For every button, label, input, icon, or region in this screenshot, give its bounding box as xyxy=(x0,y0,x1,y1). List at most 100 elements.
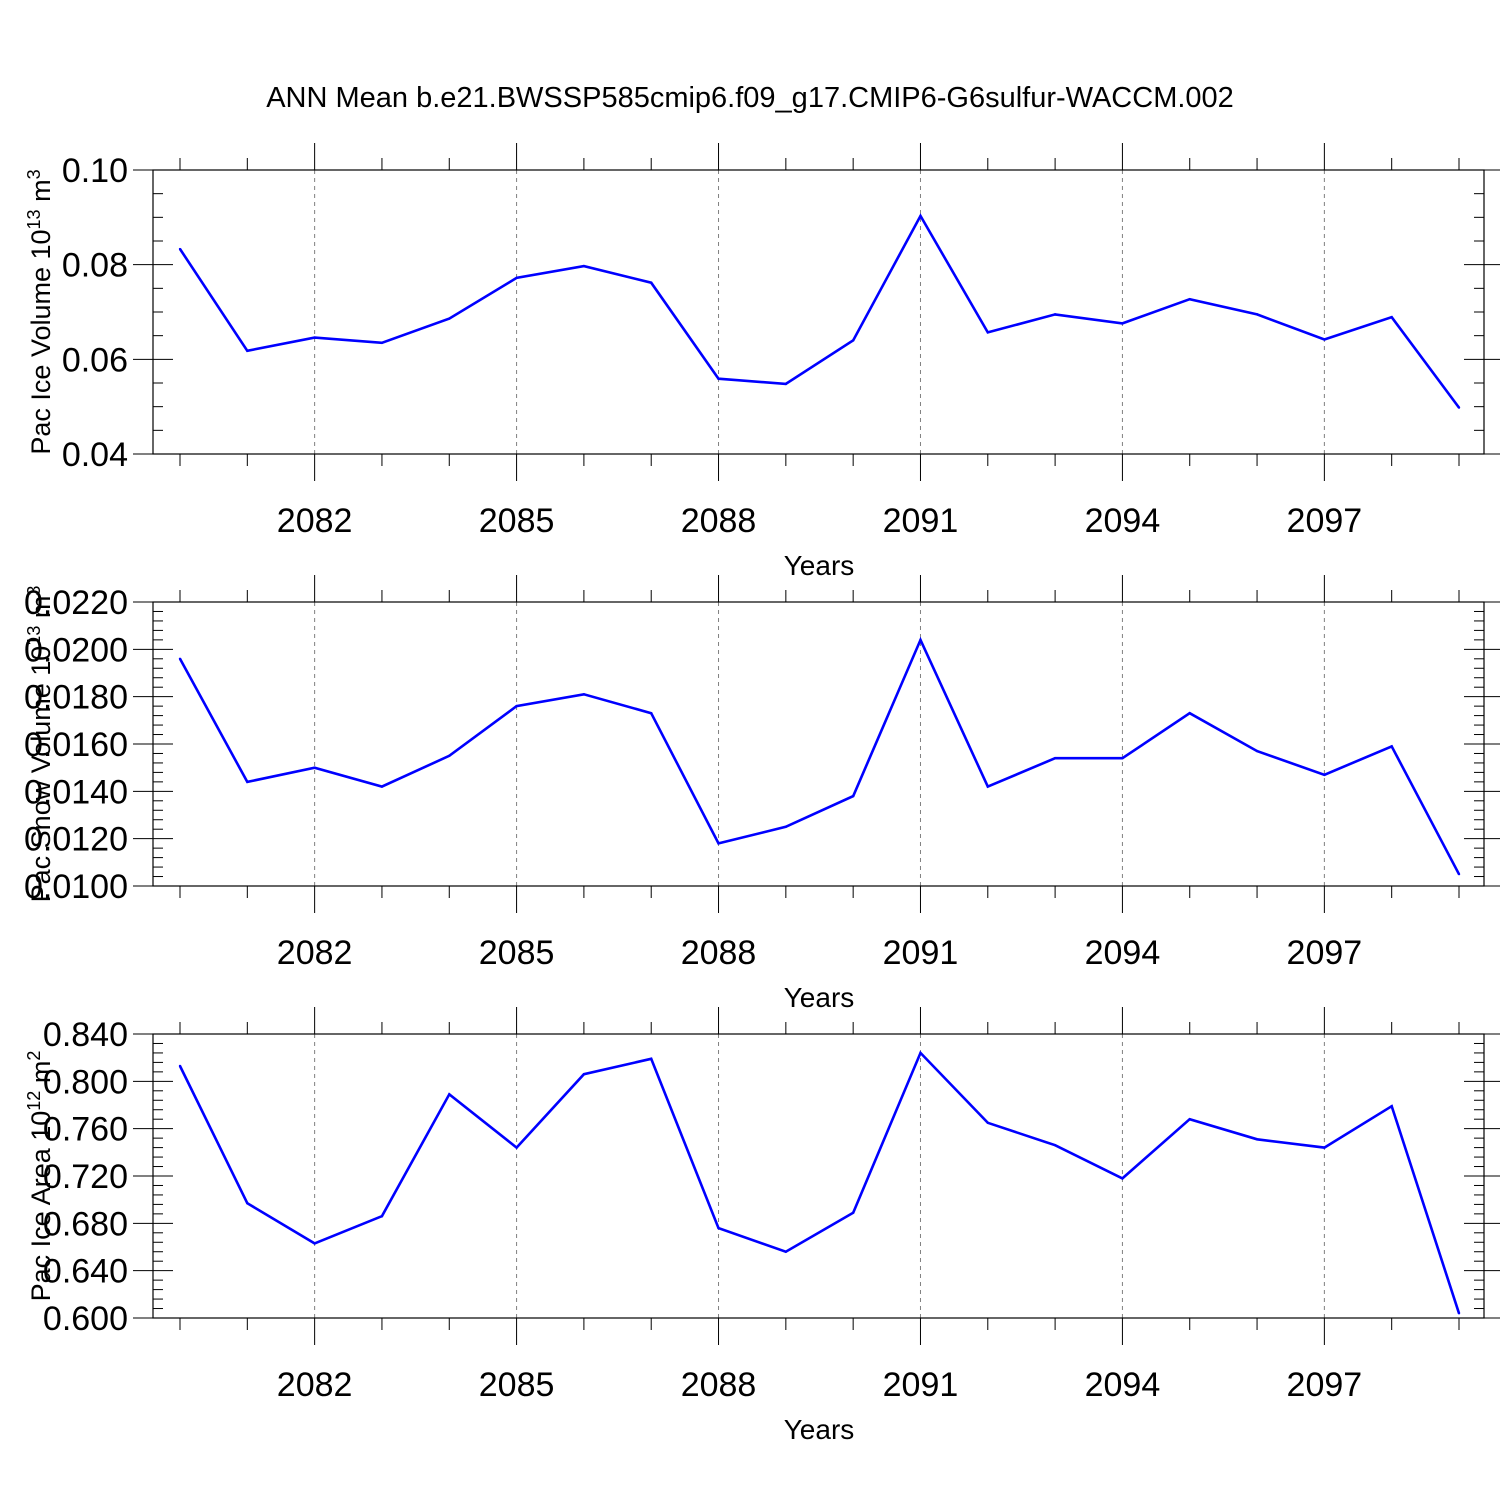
data-point xyxy=(1390,316,1393,319)
y-axis-label-part: 3 xyxy=(24,169,44,179)
series-line xyxy=(178,1050,1461,1314)
x-tick-label: 2082 xyxy=(277,934,353,972)
data-point xyxy=(448,1093,451,1096)
data-point xyxy=(650,712,653,715)
x-axis-label: Years xyxy=(784,1414,855,1445)
data-point xyxy=(1053,1144,1057,1147)
data-point xyxy=(246,1202,249,1205)
data-point xyxy=(1323,338,1326,341)
y-axis-label-part: 12 xyxy=(24,1091,44,1111)
y-tick-label: 0.600 xyxy=(43,1300,128,1338)
data-point xyxy=(1121,1177,1124,1180)
data-point xyxy=(1121,322,1124,325)
data-point xyxy=(784,825,788,829)
data-point xyxy=(1390,1104,1393,1108)
data-point xyxy=(986,785,989,788)
data-point xyxy=(1323,1146,1326,1149)
y-axis-label: Pac Ice Volume 1013 m3 xyxy=(24,169,56,454)
data-point xyxy=(1390,745,1393,748)
data-point xyxy=(178,247,182,251)
y-tick-label: 0.800 xyxy=(43,1063,128,1101)
data-point xyxy=(1457,872,1461,876)
data-point xyxy=(448,754,451,758)
y-tick-label: 0.0100 xyxy=(24,868,128,906)
data-point xyxy=(448,317,451,320)
y-axis-label-part: m xyxy=(26,1061,56,1091)
x-tick-label: 2091 xyxy=(883,1366,959,1404)
y-tick-label: 0.640 xyxy=(43,1253,128,1291)
data-point xyxy=(986,1121,989,1124)
x-tick-label: 2097 xyxy=(1287,1366,1363,1404)
y-tick-label: 0.0220 xyxy=(24,584,128,622)
data-point xyxy=(919,638,922,642)
x-tick-label: 2091 xyxy=(883,502,959,540)
data-point xyxy=(515,1146,518,1149)
data-point xyxy=(1121,757,1124,760)
data-point xyxy=(851,794,855,798)
series-line xyxy=(178,636,1461,875)
y-axis-label-part: 3 xyxy=(24,586,44,596)
x-tick-label: 2097 xyxy=(1287,934,1363,972)
y-tick-label: 0.0120 xyxy=(24,821,128,859)
data-point xyxy=(1255,1138,1259,1141)
y-axis-label-part: 10 xyxy=(26,1111,56,1141)
x-tick-label: 2085 xyxy=(479,1366,555,1404)
data-point xyxy=(1255,749,1259,753)
y-axis-label-part: 2 xyxy=(24,1051,44,1061)
y-tick-label: 0.04 xyxy=(62,436,128,474)
data-point xyxy=(313,766,316,769)
data-point xyxy=(515,704,518,708)
panel-3: 0.600 0.640 0.680 0.720 0.760 0.800 0.840 2082 2… xyxy=(24,1007,1500,1445)
data-point xyxy=(582,264,586,268)
data-point xyxy=(178,1064,182,1068)
data-point xyxy=(1188,712,1191,715)
data-point xyxy=(986,331,989,334)
y-axis-label-part: m xyxy=(26,179,56,209)
data-point xyxy=(1457,1312,1461,1315)
data-point xyxy=(1188,298,1191,301)
x-axis-label: Years xyxy=(784,550,855,581)
data-point xyxy=(919,1051,922,1055)
x-tick-label: 2085 xyxy=(479,502,555,540)
y-tick-label: 0.06 xyxy=(62,341,128,379)
y-tick-label: 0.0160 xyxy=(24,726,128,764)
plot-frame xyxy=(152,169,1485,455)
data-point xyxy=(313,1242,316,1245)
data-point xyxy=(717,377,720,380)
y-axis-label-part: Pac Ice Volume xyxy=(26,259,56,454)
x-tick-label: 2088 xyxy=(681,1366,757,1404)
y-tick-label: 0.0180 xyxy=(24,679,128,717)
data-point xyxy=(313,336,316,339)
data-point xyxy=(650,281,653,284)
y-tick-label: 0.0200 xyxy=(24,631,128,669)
y-tick-label: 0.0140 xyxy=(24,773,128,811)
data-point xyxy=(1255,313,1259,316)
data-point xyxy=(1323,773,1326,776)
data-point xyxy=(582,693,586,696)
data-point xyxy=(784,1250,788,1253)
series-line xyxy=(178,213,1461,409)
y-axis-label-part: 10 xyxy=(26,229,56,259)
x-tick-label: 2082 xyxy=(277,502,353,540)
panel-1: 0.04 0.06 0.08 0.10 2082 2085 2088 2091 2094 2097… xyxy=(24,143,1500,581)
x-tick-label: 2082 xyxy=(277,1366,353,1404)
x-tick-label: 2094 xyxy=(1085,502,1161,540)
y-axis-label-part: 13 xyxy=(24,626,44,646)
y-tick-label: 0.840 xyxy=(43,1016,128,1054)
data-point xyxy=(178,657,182,660)
y-axis-label-part: 10 xyxy=(26,646,56,676)
x-tick-label: 2085 xyxy=(479,934,555,972)
data-point xyxy=(717,842,720,845)
x-axis-label: Years xyxy=(784,982,855,1013)
data-point xyxy=(1053,313,1057,316)
data-point xyxy=(380,1215,384,1218)
data-point xyxy=(851,1211,855,1214)
panel-2: 0.0100 0.0120 0.0140 0.0160 0.0180 0.0200 0.02… xyxy=(24,575,1500,1013)
x-tick-label: 2097 xyxy=(1287,502,1363,540)
data-point xyxy=(784,382,788,386)
y-axis-label-part: Pac Ice Area xyxy=(26,1141,56,1302)
data-point xyxy=(582,1073,586,1076)
y-axis-label-part: Pac Snow Volume xyxy=(26,676,56,903)
data-point xyxy=(717,1226,720,1230)
